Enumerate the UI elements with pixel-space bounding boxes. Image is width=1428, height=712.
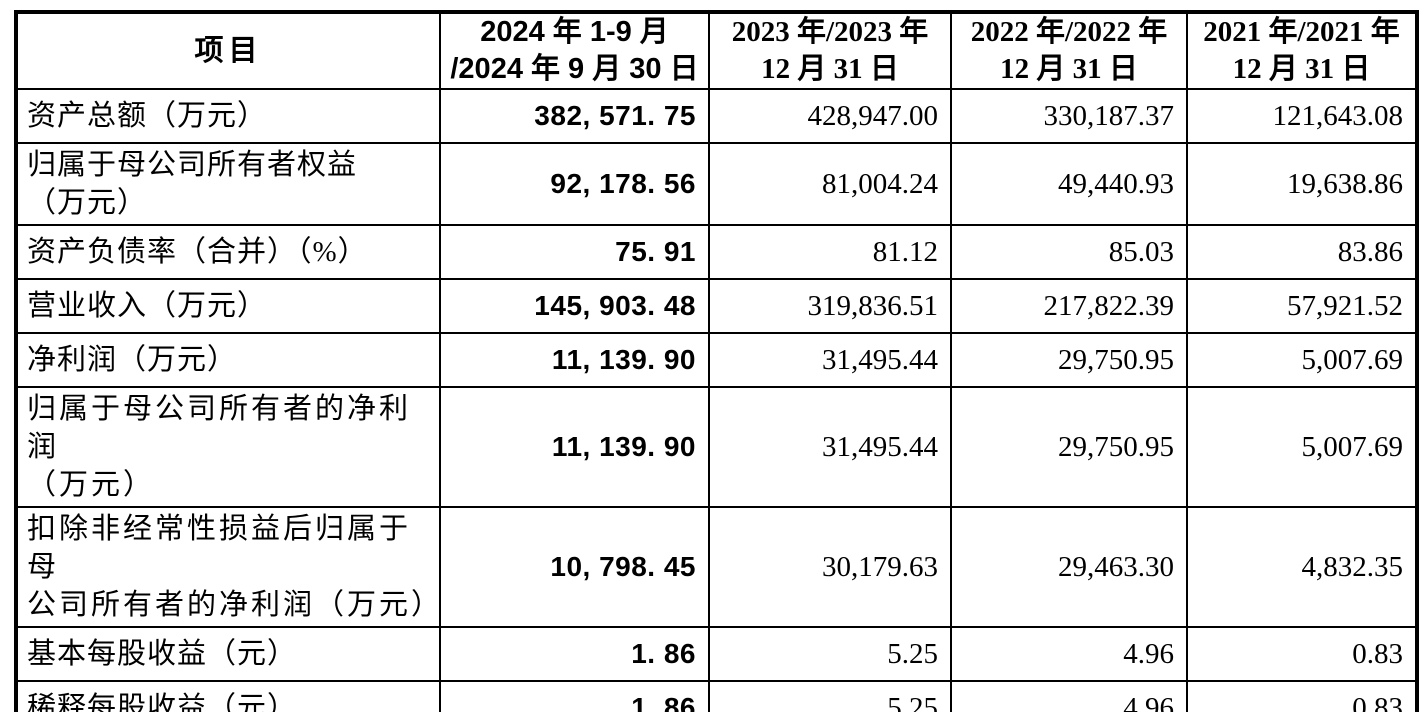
header-line: 12 月 31 日 <box>1000 53 1138 85</box>
value-cell: 81.12 <box>708 224 952 280</box>
value-cell: 31,495.44 <box>708 332 952 388</box>
row-label: 扣除非经常性损益后归属于母 公司所有者的净利润（万元） <box>15 506 441 628</box>
value-cell: 83.86 <box>1186 224 1418 280</box>
header-row: 项目 2024 年 1-9 月 /2024 年 9 月 30 日 2023 年/… <box>15 11 1418 90</box>
value-cell: 85.03 <box>950 224 1188 280</box>
header-line: 12 月 31 日 <box>1232 53 1371 85</box>
value-cell: 145, 903. 48 <box>439 278 710 334</box>
value-cell: 4.96 <box>950 626 1188 682</box>
value-cell: 92, 178. 56 <box>439 142 710 226</box>
value-cell: 4,832.35 <box>1186 506 1418 628</box>
table-row-parent-net-profit: 归属于母公司所有者的净利润 （万元） 11, 139. 90 31,495.44… <box>15 386 1418 508</box>
header-line: 12 月 31 日 <box>761 53 899 85</box>
column-header-2023: 2023 年/2023 年 12 月 31 日 <box>708 11 952 90</box>
row-label: 基本每股收益（元） <box>15 626 441 682</box>
value-cell: 330,187.37 <box>950 88 1188 144</box>
value-cell: 81,004.24 <box>708 142 952 226</box>
header-line: 2023 年/2023 年 <box>731 16 929 48</box>
value-cell: 10, 798. 45 <box>439 506 710 628</box>
header-line: 2021 年/2021 年 <box>1203 16 1400 48</box>
table-row-diluted-eps: 稀释每股收益（元） 1. 86 5.25 4.96 0.83 <box>15 680 1418 712</box>
value-cell: 19,638.86 <box>1186 142 1418 226</box>
value-cell: 4.96 <box>950 680 1188 712</box>
column-header-2022: 2022 年/2022 年 12 月 31 日 <box>950 11 1188 90</box>
value-cell: 29,463.30 <box>950 506 1188 628</box>
row-label: 营业收入（万元） <box>15 278 441 334</box>
value-cell: 5,007.69 <box>1186 386 1418 508</box>
value-cell: 0.83 <box>1186 680 1418 712</box>
row-label: 归属于母公司所有者权益 （万元） <box>15 142 441 226</box>
row-label: 资产负债率（合并）（%） <box>15 224 441 280</box>
table-row-revenue: 营业收入（万元） 145, 903. 48 319,836.51 217,822… <box>15 278 1418 334</box>
value-cell: 11, 139. 90 <box>439 386 710 508</box>
value-cell: 49,440.93 <box>950 142 1188 226</box>
value-cell: 11, 139. 90 <box>439 332 710 388</box>
table-row-parent-equity: 归属于母公司所有者权益 （万元） 92, 178. 56 81,004.24 4… <box>15 142 1418 226</box>
row-label: 归属于母公司所有者的净利润 （万元） <box>15 386 441 508</box>
row-label: 净利润（万元） <box>15 332 441 388</box>
table-row-debt-ratio: 资产负债率（合并）（%） 75. 91 81.12 85.03 83.86 <box>15 224 1418 280</box>
column-header-item: 项目 <box>15 11 441 90</box>
value-cell: 5.25 <box>708 680 952 712</box>
header-line: 2022 年/2022 年 <box>970 16 1168 48</box>
value-cell: 121,643.08 <box>1186 88 1418 144</box>
financial-summary-table: 项目 2024 年 1-9 月 /2024 年 9 月 30 日 2023 年/… <box>14 10 1419 712</box>
table-row-net-profit: 净利润（万元） 11, 139. 90 31,495.44 29,750.95 … <box>15 332 1418 388</box>
value-cell: 1. 86 <box>439 626 710 682</box>
value-cell: 5,007.69 <box>1186 332 1418 388</box>
value-cell: 1. 86 <box>439 680 710 712</box>
header-line: 2024 年 1-9 月 <box>480 16 669 48</box>
column-header-2024: 2024 年 1-9 月 /2024 年 9 月 30 日 <box>439 11 710 90</box>
table-row-total-assets: 资产总额（万元） 382, 571. 75 428,947.00 330,187… <box>15 88 1418 144</box>
value-cell: 5.25 <box>708 626 952 682</box>
value-cell: 382, 571. 75 <box>439 88 710 144</box>
value-cell: 31,495.44 <box>708 386 952 508</box>
value-cell: 30,179.63 <box>708 506 952 628</box>
value-cell: 319,836.51 <box>708 278 952 334</box>
header-line: /2024 年 9 月 30 日 <box>450 53 699 85</box>
value-cell: 217,822.39 <box>950 278 1188 334</box>
value-cell: 428,947.00 <box>708 88 952 144</box>
table-row-basic-eps: 基本每股收益（元） 1. 86 5.25 4.96 0.83 <box>15 626 1418 682</box>
value-cell: 0.83 <box>1186 626 1418 682</box>
value-cell: 29,750.95 <box>950 332 1188 388</box>
row-label: 资产总额（万元） <box>15 88 441 144</box>
value-cell: 57,921.52 <box>1186 278 1418 334</box>
row-label: 稀释每股收益（元） <box>15 680 441 712</box>
column-header-2021: 2021 年/2021 年 12 月 31 日 <box>1186 11 1418 90</box>
value-cell: 75. 91 <box>439 224 710 280</box>
value-cell: 29,750.95 <box>950 386 1188 508</box>
table-row-deducted-net-profit: 扣除非经常性损益后归属于母 公司所有者的净利润（万元） 10, 798. 45 … <box>15 506 1418 628</box>
